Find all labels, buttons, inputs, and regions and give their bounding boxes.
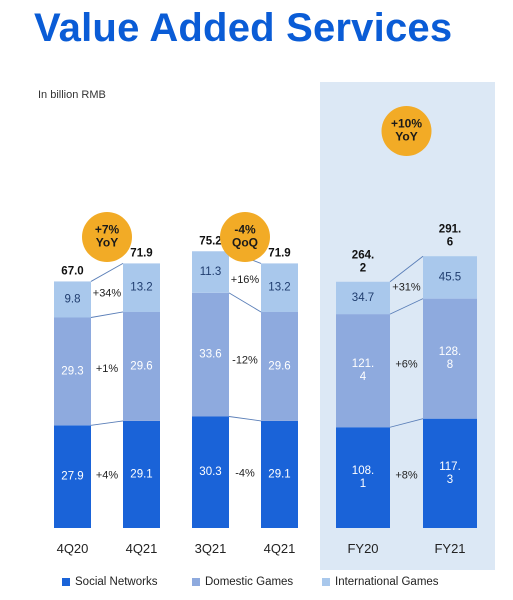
legend-label-international-games: International Games bbox=[335, 576, 439, 588]
bar-total-label: 291. 6 bbox=[439, 224, 461, 249]
category-label-3q21: 3Q21 bbox=[195, 541, 227, 556]
growth-badge-label: -4% QoQ bbox=[232, 223, 258, 250]
category-label-4q21: 4Q21 bbox=[126, 541, 158, 556]
bar-total-label: 71.9 bbox=[130, 247, 152, 259]
change-label: +1% bbox=[96, 363, 119, 375]
segment-value-label: 121. 4 bbox=[352, 358, 374, 383]
social-networks-segment-4q21 bbox=[123, 420, 160, 528]
segment-value-label: 29.3 bbox=[61, 365, 83, 377]
domestic-games-segment-4q21 bbox=[123, 311, 160, 421]
connector-line bbox=[90, 263, 124, 282]
social-networks-segment-4q21 bbox=[261, 420, 298, 528]
segment-value-label: 117. 3 bbox=[439, 461, 461, 486]
social-networks-segment-4q20 bbox=[54, 425, 91, 528]
segment-value-label: 34.7 bbox=[352, 292, 374, 304]
category-label-fy20: FY20 bbox=[347, 541, 378, 556]
international-games-segment-4q21 bbox=[261, 263, 298, 312]
category-label-4q20: 4Q20 bbox=[57, 541, 89, 556]
connector-line bbox=[389, 418, 424, 428]
category-label-4q21: 4Q21 bbox=[264, 541, 296, 556]
segment-value-label: 13.2 bbox=[268, 282, 290, 294]
change-label: -4% bbox=[235, 467, 255, 479]
connector-line bbox=[389, 298, 424, 315]
international-games-segment-4q21 bbox=[123, 263, 160, 312]
domestic-games-segment-4q20 bbox=[54, 317, 91, 426]
connector-line bbox=[228, 292, 262, 313]
social-networks-segment-fy21 bbox=[423, 418, 477, 528]
domestic-games-segment-fy21 bbox=[423, 298, 477, 419]
domestic-games-segment-fy20 bbox=[336, 314, 390, 428]
segment-value-label: 33.6 bbox=[199, 349, 221, 361]
international-games-segment-fy21 bbox=[423, 256, 477, 299]
change-label: +8% bbox=[395, 469, 418, 481]
connector-line bbox=[389, 255, 424, 283]
growth-badge bbox=[220, 212, 270, 262]
connector-line bbox=[228, 416, 262, 422]
unit-label: In billion RMB bbox=[38, 89, 106, 101]
international-games-segment-4q20 bbox=[54, 281, 91, 318]
domestic-games-segment-3q21 bbox=[192, 292, 229, 417]
segment-value-label: 13.2 bbox=[130, 282, 152, 294]
segment-value-label: 45.5 bbox=[439, 271, 461, 283]
growth-badge bbox=[381, 106, 432, 156]
change-label: +34% bbox=[93, 287, 122, 299]
growth-badge-label: +10% YoY bbox=[391, 117, 422, 144]
growth-badge-label: +7% YoY bbox=[95, 223, 120, 250]
segment-value-label: 29.1 bbox=[130, 468, 152, 480]
segment-value-label: 27.9 bbox=[61, 471, 83, 483]
bar-total-label: 71.9 bbox=[268, 247, 290, 259]
bar-total-label: 67.0 bbox=[61, 265, 83, 277]
legend-swatch-domestic-games bbox=[192, 578, 200, 586]
page-title: Value Added Services bbox=[34, 6, 453, 50]
segment-value-label: 30.3 bbox=[199, 466, 221, 478]
segment-value-label: 29.6 bbox=[130, 360, 152, 372]
segment-value-label: 108. 1 bbox=[352, 465, 374, 490]
legend-swatch-social-networks bbox=[62, 578, 70, 586]
change-label: +6% bbox=[395, 359, 418, 371]
segment-value-label: 29.1 bbox=[268, 468, 290, 480]
international-games-segment-3q21 bbox=[192, 251, 229, 293]
change-label: -12% bbox=[232, 354, 258, 366]
bar-total-label: 264. 2 bbox=[352, 249, 374, 274]
segment-value-label: 128. 8 bbox=[439, 346, 461, 371]
international-games-segment-fy20 bbox=[336, 281, 390, 315]
domestic-games-segment-4q21 bbox=[261, 311, 298, 421]
category-label-fy21: FY21 bbox=[434, 541, 465, 556]
change-label: +4% bbox=[96, 469, 119, 481]
segment-value-label: 9.8 bbox=[65, 294, 81, 306]
legend-label-domestic-games: Domestic Games bbox=[205, 576, 293, 588]
segment-value-label: 29.6 bbox=[268, 360, 290, 372]
legend-label-social-networks: Social Networks bbox=[75, 576, 158, 588]
growth-badge bbox=[82, 212, 132, 262]
social-networks-segment-fy20 bbox=[336, 427, 390, 528]
change-label: +16% bbox=[231, 274, 260, 286]
segment-value-label: 11.3 bbox=[200, 266, 222, 278]
connector-line bbox=[90, 311, 124, 318]
connector-line bbox=[90, 420, 124, 426]
social-networks-segment-3q21 bbox=[192, 416, 229, 528]
change-label: +31% bbox=[392, 282, 421, 294]
bar-total-label: 75.2 bbox=[199, 235, 221, 247]
legend-swatch-international-games bbox=[322, 578, 330, 586]
